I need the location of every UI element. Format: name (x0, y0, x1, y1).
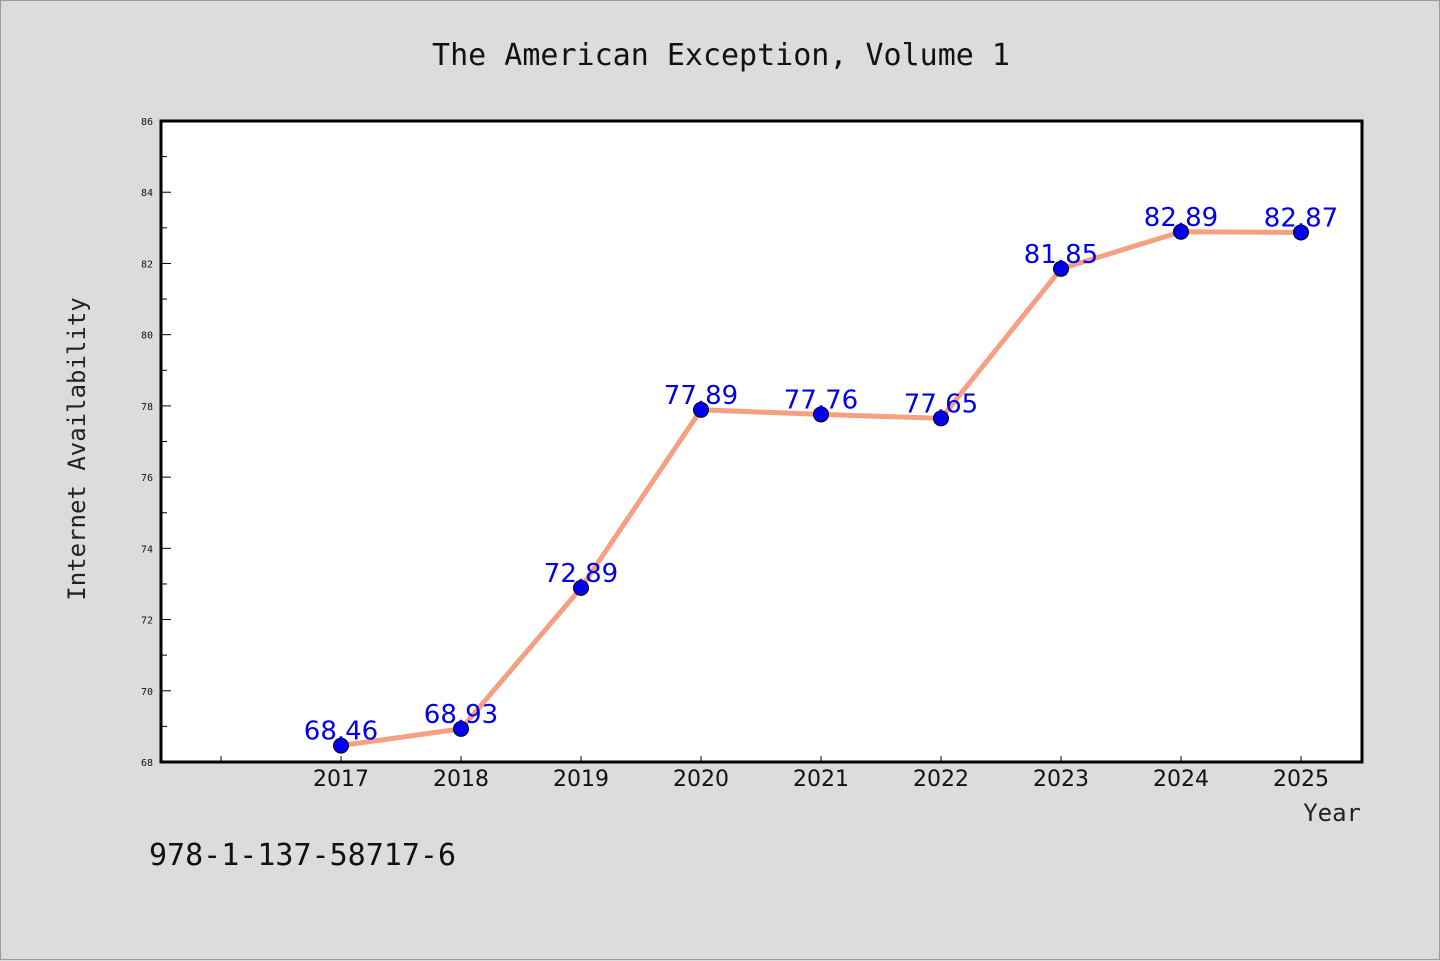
y-tick-label: 68 (141, 758, 153, 769)
data-markers (333, 223, 1309, 754)
y-axis-ticks: 68 70 72 74 76 78 80 82 84 86 (141, 117, 171, 769)
y-tick-label: 84 (141, 188, 153, 199)
x-axis-ticks: 2017 2018 2019 2020 2021 2022 2023 2024 2025 (220, 756, 1329, 792)
x-tick-label: 2017 (313, 767, 369, 792)
y-tick-label: 86 (141, 117, 153, 128)
x-tick-label: 2023 (1033, 767, 1089, 792)
chart-title: The American Exception, Volume 1 (432, 38, 1010, 73)
y-tick-label: 76 (141, 473, 153, 484)
data-label: 68.46 (304, 717, 378, 747)
data-point-marker (333, 737, 349, 754)
x-tick-label: 2020 (673, 767, 729, 792)
data-point-marker (453, 720, 469, 737)
data-label: 81.85 (1024, 240, 1098, 270)
y-tick-label: 74 (141, 544, 153, 555)
y-tick-label: 80 (141, 331, 153, 342)
data-point-marker (693, 401, 709, 418)
data-label: 77.76 (784, 385, 858, 415)
x-tick-label: 2025 (1273, 767, 1329, 792)
data-point-marker (1173, 223, 1189, 240)
data-label: 77.65 (904, 389, 978, 419)
data-point-marker (813, 406, 829, 423)
y-axis-label: Internet Availability (63, 297, 91, 600)
x-tick-label: 2022 (913, 767, 969, 792)
data-label: 77.89 (664, 381, 738, 411)
x-tick-label: 2024 (1153, 767, 1209, 792)
x-axis-label: Year (1303, 799, 1361, 827)
x-tick-label: 2021 (793, 767, 849, 792)
isbn-text: 978-1-137-58717-6 (149, 838, 456, 873)
data-label: 82.87 (1264, 203, 1338, 233)
data-label: 82.89 (1144, 203, 1218, 233)
data-point-marker (1293, 224, 1309, 241)
y-tick-label: 82 (141, 259, 153, 270)
x-tick-label: 2018 (433, 767, 489, 792)
y-tick-label: 78 (141, 402, 153, 413)
data-point-marker (1053, 260, 1069, 277)
y-tick-label: 72 (141, 616, 153, 627)
data-labels: 68.46 68.93 72.89 77.89 77.76 77.65 81.85 82.89… (304, 203, 1338, 747)
data-point-marker (573, 579, 589, 596)
y-tick-label: 70 (141, 687, 153, 698)
data-label: 68.93 (424, 700, 498, 730)
x-tick-label: 2019 (553, 767, 609, 792)
data-point-marker (933, 410, 949, 427)
data-label: 72.89 (544, 559, 618, 589)
plot-area (159, 119, 1364, 764)
